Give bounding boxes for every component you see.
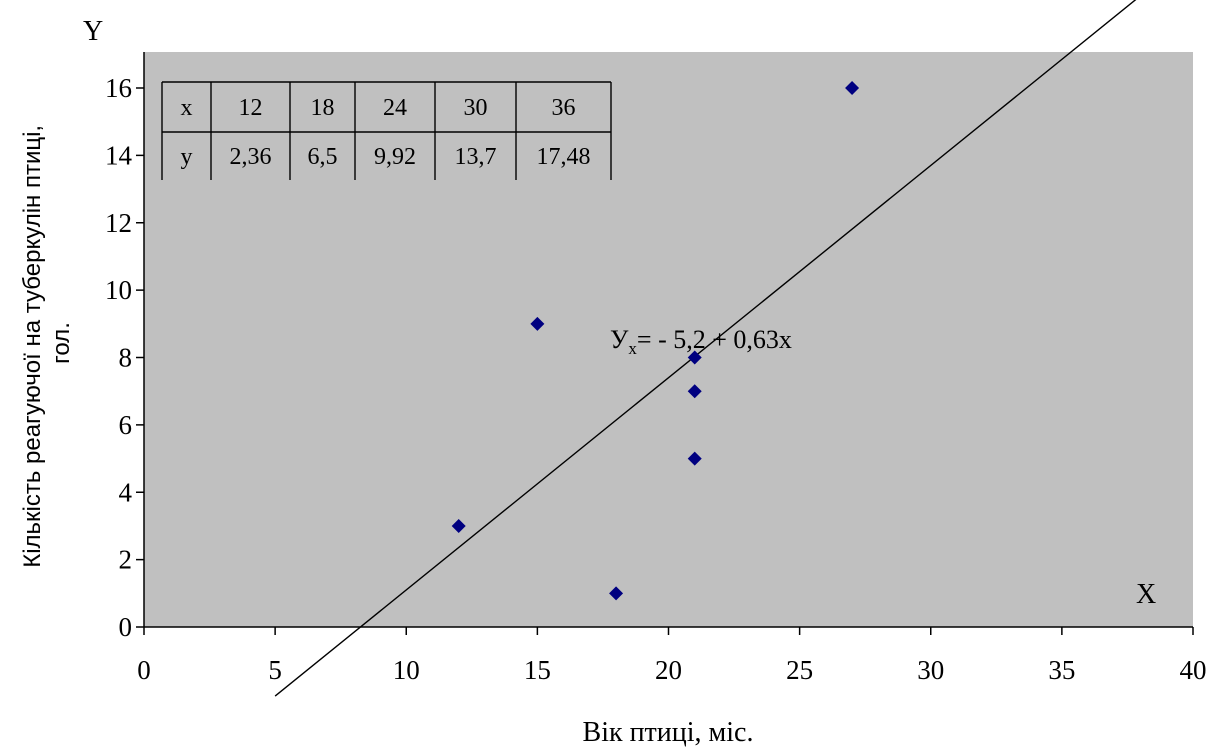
regression-equation-main: У	[610, 325, 629, 354]
x-tick-label: 30	[917, 655, 944, 685]
scatter-point	[530, 316, 545, 331]
regression-line	[274, 0, 1137, 697]
x-tick-label: 0	[137, 655, 151, 685]
table-cell: 17,48	[537, 144, 591, 170]
table-cell: 24	[383, 95, 407, 121]
y-axis-letter: Y	[83, 16, 103, 47]
table-cell: 2,36	[230, 144, 272, 170]
scatter-point	[687, 451, 702, 466]
y-tick-label: 6	[119, 410, 133, 440]
table-cell: 9,92	[374, 144, 416, 170]
regression-equation: Уx= - 5,2 + 0,63x	[610, 325, 792, 358]
regression-equation-rest: = - 5,2 + 0,63x	[637, 325, 792, 354]
x-axis-letter: X	[1136, 579, 1156, 610]
x-axis-label: Вік птиці, міс.	[583, 717, 754, 747]
regression-equation-subscript: x	[628, 339, 637, 358]
y-axis-label: Кількість реагуючої на туберкулін птиці,…	[19, 118, 75, 568]
scatter-points	[451, 81, 860, 601]
plot-area	[144, 52, 1193, 627]
table-cell: 6,5	[308, 144, 338, 170]
data-table: x 12 18 24 30 36 y 2,36 6,5 9,92 13,7 17,48	[161, 81, 612, 180]
y-tick-label: 4	[119, 477, 133, 507]
y-tick-label: 12	[105, 208, 132, 238]
x-tick-label: 20	[655, 655, 682, 685]
y-axis-label-line2: гол.	[48, 322, 75, 364]
scatter-point	[609, 586, 624, 601]
y-tick-label: 14	[105, 140, 133, 170]
scatter-point	[845, 81, 860, 95]
x-tick-label: 25	[786, 655, 813, 685]
y-tick-label: 2	[119, 545, 133, 575]
y-axis-ticks: 0 2 4 6 8 10 12 14 16	[105, 73, 144, 642]
y-tick-label: 0	[119, 612, 133, 642]
table-cell: 36	[552, 95, 576, 121]
scatter-point	[687, 350, 702, 365]
table-cell: y	[181, 144, 193, 170]
x-tick-label: 5	[268, 655, 282, 685]
y-tick-label: 10	[105, 275, 132, 305]
table-cell: 12	[239, 95, 263, 121]
scatter-point	[451, 518, 466, 533]
y-tick-label: 16	[105, 73, 132, 103]
table-cell: 30	[464, 95, 488, 121]
x-tick-label: 40	[1180, 655, 1207, 685]
y-tick-label: 8	[119, 343, 133, 373]
x-tick-label: 35	[1048, 655, 1075, 685]
table-cell: x	[181, 95, 193, 121]
table-cell: 18	[311, 95, 335, 121]
y-axis-label-line1: Кількість реагуючої на туберкулін птиці,	[19, 125, 46, 568]
regression-line-group	[274, 0, 1137, 697]
x-axis-ticks: 0 5 10 15 20 25 30 35 40	[137, 627, 1207, 685]
x-tick-label: 15	[524, 655, 551, 685]
x-tick-label: 10	[393, 655, 420, 685]
table-cell: 13,7	[455, 144, 497, 170]
scatter-point	[687, 384, 702, 399]
